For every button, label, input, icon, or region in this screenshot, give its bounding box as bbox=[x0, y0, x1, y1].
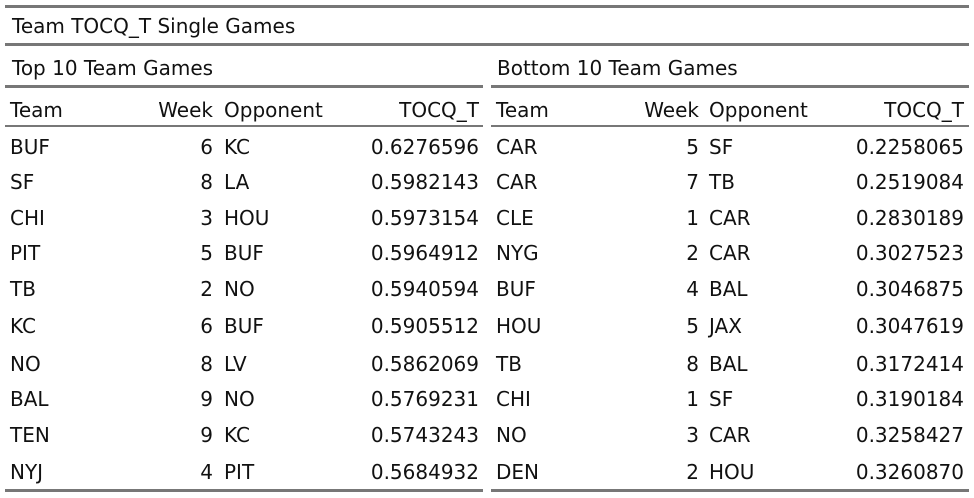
table-cell-opponent: CAR bbox=[709, 423, 751, 447]
table-cell-tocq: 0.2258065 bbox=[855, 135, 964, 159]
table-cell-tocq: 0.3190184 bbox=[855, 387, 964, 411]
table-cell-team: DEN bbox=[496, 460, 539, 484]
bottom-rule bbox=[491, 489, 969, 492]
table-cell-team: KC bbox=[10, 314, 36, 338]
table-cell-tocq: 0.3027523 bbox=[855, 241, 964, 265]
table-cell-week: 6 bbox=[200, 314, 213, 338]
table-cell-tocq: 0.2519084 bbox=[855, 170, 964, 194]
table-cell-opponent: KC bbox=[224, 135, 250, 159]
table-cell-week: 4 bbox=[200, 460, 213, 484]
table-cell-opponent: BAL bbox=[709, 277, 748, 301]
table-cell-tocq: 0.5982143 bbox=[370, 170, 479, 194]
table-cell-week: 8 bbox=[686, 352, 699, 376]
table-cell-team: NO bbox=[496, 423, 527, 447]
table-cell-week: 4 bbox=[686, 277, 699, 301]
table-cell-week: 5 bbox=[686, 314, 699, 338]
table-cell-tocq: 0.6276596 bbox=[370, 135, 479, 159]
table-cell-opponent: BUF bbox=[224, 314, 264, 338]
column-header-opponent: Opponent bbox=[709, 98, 808, 122]
column-header-tocq: TOCQ_T bbox=[399, 98, 479, 122]
table-cell-tocq: 0.3260870 bbox=[855, 460, 964, 484]
table-cell-opponent: KC bbox=[224, 423, 250, 447]
table-cell-opponent: NO bbox=[224, 387, 255, 411]
table-cell-team: TB bbox=[496, 352, 522, 376]
table-cell-team: NYJ bbox=[10, 460, 44, 484]
table-cell-team: HOU bbox=[496, 314, 542, 338]
table-subtitle: Bottom 10 Team Games bbox=[497, 56, 738, 80]
table-cell-tocq: 0.3047619 bbox=[855, 314, 964, 338]
table-subtitle: Top 10 Team Games bbox=[12, 56, 214, 80]
bottom-rule bbox=[5, 489, 483, 492]
table-cell-tocq: 0.5862069 bbox=[370, 352, 479, 376]
table-cell-team: CHI bbox=[496, 387, 531, 411]
table-cell-opponent: HOU bbox=[709, 460, 755, 484]
table-cell-opponent: SF bbox=[709, 387, 734, 411]
subtitle-rule bbox=[491, 85, 969, 88]
header-rule bbox=[491, 125, 969, 127]
table-cell-team: TB bbox=[10, 277, 36, 301]
table-cell-week: 3 bbox=[686, 423, 699, 447]
table-cell-tocq: 0.5964912 bbox=[370, 241, 479, 265]
table-cell-week: 8 bbox=[200, 352, 213, 376]
table-cell-team: CHI bbox=[10, 206, 45, 230]
table-cell-opponent: CAR bbox=[709, 241, 751, 265]
table-cell-opponent: BUF bbox=[224, 241, 264, 265]
column-header-week: Week bbox=[644, 98, 699, 122]
table-cell-week: 2 bbox=[686, 241, 699, 265]
table-cell-opponent: BAL bbox=[709, 352, 748, 376]
table-cell-week: 2 bbox=[200, 277, 213, 301]
table-cell-week: 9 bbox=[200, 387, 213, 411]
table-cell-team: CAR bbox=[496, 170, 538, 194]
table-cell-week: 8 bbox=[200, 170, 213, 194]
subtitle-rule bbox=[5, 85, 483, 88]
table-cell-tocq: 0.5973154 bbox=[370, 206, 479, 230]
table-cell-team: BUF bbox=[496, 277, 536, 301]
table-cell-team: BUF bbox=[10, 135, 50, 159]
table-cell-week: 6 bbox=[200, 135, 213, 159]
table-cell-opponent: PIT bbox=[224, 460, 255, 484]
column-header-team: Team bbox=[10, 98, 63, 122]
table-cell-tocq: 0.5684932 bbox=[370, 460, 479, 484]
top-rule bbox=[5, 5, 969, 8]
table-cell-tocq: 0.3046875 bbox=[855, 277, 964, 301]
table-cell-week: 5 bbox=[686, 135, 699, 159]
table-cell-opponent: NO bbox=[224, 277, 255, 301]
table-cell-week: 3 bbox=[200, 206, 213, 230]
table-cell-opponent: LA bbox=[224, 170, 250, 194]
table-cell-week: 2 bbox=[686, 460, 699, 484]
column-header-team: Team bbox=[496, 98, 549, 122]
header-rule bbox=[5, 125, 483, 127]
table-cell-team: NO bbox=[10, 352, 41, 376]
table-cell-team: CAR bbox=[496, 135, 538, 159]
table-cell-team: CLE bbox=[496, 206, 534, 230]
column-header-week: Week bbox=[158, 98, 213, 122]
table-cell-tocq: 0.5940594 bbox=[370, 277, 479, 301]
table-cell-opponent: LV bbox=[224, 352, 247, 376]
table-cell-team: NYG bbox=[496, 241, 539, 265]
table-cell-week: 9 bbox=[200, 423, 213, 447]
table-cell-tocq: 0.3172414 bbox=[855, 352, 964, 376]
table-cell-opponent: JAX bbox=[709, 314, 742, 338]
table-cell-tocq: 0.5769231 bbox=[370, 387, 479, 411]
title-rule bbox=[5, 43, 969, 46]
table-cell-tocq: 0.3258427 bbox=[855, 423, 964, 447]
column-header-opponent: Opponent bbox=[224, 98, 323, 122]
table-cell-tocq: 0.5905512 bbox=[370, 314, 479, 338]
table-cell-team: TEN bbox=[10, 423, 50, 447]
table-cell-opponent: SF bbox=[709, 135, 734, 159]
table-cell-opponent: CAR bbox=[709, 206, 751, 230]
table-cell-opponent: TB bbox=[709, 170, 735, 194]
table-cell-team: PIT bbox=[10, 241, 41, 265]
table-cell-week: 5 bbox=[200, 241, 213, 265]
column-header-tocq: TOCQ_T bbox=[884, 98, 964, 122]
table-cell-opponent: HOU bbox=[224, 206, 270, 230]
table-cell-team: SF bbox=[10, 170, 35, 194]
table-cell-week: 1 bbox=[686, 206, 699, 230]
table-cell-tocq: 0.2830189 bbox=[855, 206, 964, 230]
table-cell-team: BAL bbox=[10, 387, 49, 411]
table-cell-week: 7 bbox=[686, 170, 699, 194]
table-title: Team TOCQ_T Single Games bbox=[12, 14, 296, 38]
table-cell-week: 1 bbox=[686, 387, 699, 411]
table-cell-tocq: 0.5743243 bbox=[370, 423, 479, 447]
